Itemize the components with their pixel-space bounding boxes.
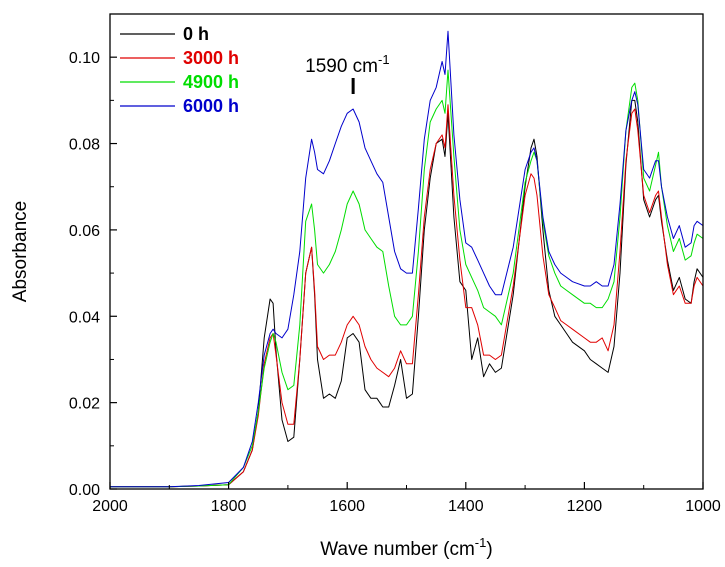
y-tick-label: 0.00 (69, 482, 100, 499)
y-axis-title: Absorbance (10, 201, 31, 302)
x-tick-label: 2000 (92, 498, 128, 515)
annotation-superscript: -1 (378, 52, 390, 67)
series-line-4900-h (110, 69, 704, 488)
annotation-1590: 1590 cm-1 (305, 52, 390, 94)
legend: 0 h 3000 h 4900 h 6000 h (120, 24, 239, 116)
legend-label-6000-h: 6000 h (183, 96, 239, 116)
y-tick-label: 0.02 (69, 396, 100, 413)
annotation-label: 1590 cm-1 (305, 52, 389, 77)
x-axis-title: Wave number (cm-1) (320, 535, 492, 560)
x-axis-title-main: Wave number (cm (320, 539, 475, 560)
annotation-marker (351, 78, 355, 94)
y-tick-label: 0.10 (69, 50, 100, 67)
legend-label-0-h: 0 h (183, 24, 209, 44)
y-tick-label: 0.06 (69, 223, 100, 240)
x-tick-label: 1200 (567, 498, 603, 515)
y-tick-label: 0.04 (69, 309, 100, 326)
annotation-main-text: 1590 cm (305, 56, 378, 77)
series-line-3000-h (110, 104, 704, 488)
x-tick-label: 1000 (685, 498, 721, 515)
x-tick-label: 1600 (329, 498, 365, 515)
x-axis-title-end: ) (486, 539, 492, 560)
x-tick-label: 1800 (211, 498, 247, 515)
legend-label-4900-h: 4900 h (183, 72, 239, 92)
ticks-layer: 2000 1800 1600 1400 1200 1000 0.00 0.02 0.04 0.06… (69, 50, 721, 515)
series-layer (110, 30, 704, 488)
series-line-0-h (110, 99, 704, 488)
y-tick-label: 0.08 (69, 137, 100, 154)
series-line-6000-h (110, 30, 704, 488)
x-tick-label: 1400 (448, 498, 484, 515)
legend-label-3000-h: 3000 h (183, 48, 239, 68)
x-axis-title-superscript: -1 (475, 535, 487, 550)
